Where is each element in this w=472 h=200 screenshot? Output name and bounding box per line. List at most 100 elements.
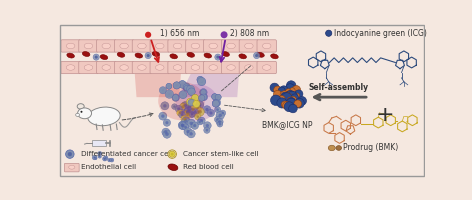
- FancyBboxPatch shape: [221, 40, 241, 52]
- Ellipse shape: [198, 117, 205, 124]
- Ellipse shape: [206, 124, 209, 127]
- Ellipse shape: [99, 153, 101, 154]
- Ellipse shape: [170, 153, 174, 156]
- Ellipse shape: [100, 55, 108, 60]
- FancyBboxPatch shape: [97, 40, 116, 52]
- Ellipse shape: [211, 94, 218, 100]
- Ellipse shape: [111, 159, 113, 161]
- Ellipse shape: [185, 107, 192, 114]
- Ellipse shape: [182, 102, 189, 109]
- Ellipse shape: [192, 95, 198, 101]
- FancyBboxPatch shape: [150, 40, 169, 52]
- Ellipse shape: [138, 65, 146, 70]
- FancyBboxPatch shape: [114, 61, 134, 74]
- Ellipse shape: [216, 56, 219, 59]
- Ellipse shape: [186, 85, 194, 93]
- Ellipse shape: [84, 65, 93, 70]
- Ellipse shape: [189, 112, 194, 117]
- Ellipse shape: [165, 132, 169, 136]
- Ellipse shape: [201, 94, 207, 100]
- Ellipse shape: [199, 78, 202, 81]
- Ellipse shape: [287, 81, 296, 90]
- Ellipse shape: [219, 123, 221, 125]
- Ellipse shape: [198, 103, 202, 106]
- Ellipse shape: [227, 43, 236, 49]
- Ellipse shape: [244, 65, 253, 70]
- Polygon shape: [179, 46, 241, 97]
- Ellipse shape: [284, 93, 292, 101]
- Ellipse shape: [196, 108, 204, 116]
- Ellipse shape: [169, 151, 175, 157]
- Ellipse shape: [186, 112, 190, 116]
- Ellipse shape: [179, 103, 187, 110]
- Ellipse shape: [203, 106, 211, 113]
- Ellipse shape: [199, 95, 205, 101]
- Ellipse shape: [183, 117, 186, 121]
- Ellipse shape: [168, 164, 178, 170]
- FancyBboxPatch shape: [132, 61, 152, 74]
- Ellipse shape: [209, 65, 218, 70]
- Ellipse shape: [163, 119, 170, 126]
- Ellipse shape: [227, 65, 236, 70]
- Ellipse shape: [285, 91, 293, 99]
- Text: Indocyanine green (ICG): Indocyanine green (ICG): [334, 29, 427, 38]
- Ellipse shape: [177, 110, 183, 116]
- Ellipse shape: [194, 101, 199, 107]
- Ellipse shape: [216, 118, 219, 121]
- Ellipse shape: [204, 127, 210, 133]
- Ellipse shape: [162, 89, 164, 91]
- Ellipse shape: [76, 113, 80, 116]
- Ellipse shape: [181, 83, 184, 86]
- Ellipse shape: [200, 119, 203, 122]
- Text: Endothelial cell: Endothelial cell: [81, 164, 136, 170]
- Ellipse shape: [207, 109, 215, 117]
- Ellipse shape: [211, 94, 218, 100]
- Ellipse shape: [182, 83, 190, 91]
- FancyBboxPatch shape: [79, 61, 98, 74]
- Ellipse shape: [210, 111, 212, 115]
- Ellipse shape: [195, 102, 198, 105]
- Ellipse shape: [67, 53, 75, 58]
- Circle shape: [145, 32, 151, 38]
- Ellipse shape: [280, 91, 288, 99]
- Ellipse shape: [98, 151, 102, 156]
- Ellipse shape: [285, 84, 295, 94]
- Ellipse shape: [214, 102, 217, 105]
- Ellipse shape: [172, 94, 179, 101]
- Ellipse shape: [104, 156, 108, 160]
- FancyBboxPatch shape: [150, 61, 169, 74]
- Ellipse shape: [177, 107, 180, 110]
- Ellipse shape: [187, 109, 190, 111]
- Ellipse shape: [188, 100, 194, 106]
- Ellipse shape: [104, 158, 106, 160]
- Ellipse shape: [209, 43, 218, 49]
- Ellipse shape: [184, 85, 190, 91]
- FancyBboxPatch shape: [168, 61, 187, 74]
- Ellipse shape: [202, 95, 205, 99]
- Ellipse shape: [194, 96, 196, 99]
- Ellipse shape: [173, 82, 180, 89]
- Ellipse shape: [165, 121, 169, 124]
- Ellipse shape: [93, 54, 99, 60]
- Ellipse shape: [212, 100, 219, 107]
- Ellipse shape: [197, 111, 200, 113]
- Ellipse shape: [168, 93, 170, 95]
- Ellipse shape: [191, 113, 193, 116]
- Ellipse shape: [188, 110, 191, 113]
- Ellipse shape: [95, 157, 96, 159]
- Ellipse shape: [294, 93, 300, 99]
- Ellipse shape: [77, 104, 84, 109]
- Ellipse shape: [179, 110, 185, 116]
- FancyBboxPatch shape: [257, 40, 277, 52]
- Ellipse shape: [188, 88, 195, 96]
- Ellipse shape: [287, 98, 295, 106]
- Ellipse shape: [159, 112, 167, 120]
- Ellipse shape: [175, 84, 178, 87]
- Ellipse shape: [102, 43, 110, 49]
- Ellipse shape: [215, 101, 219, 104]
- Ellipse shape: [172, 94, 179, 101]
- FancyBboxPatch shape: [185, 61, 205, 74]
- Ellipse shape: [179, 122, 187, 130]
- Ellipse shape: [196, 115, 199, 118]
- Text: Prodrug (BMK): Prodrug (BMK): [344, 143, 399, 152]
